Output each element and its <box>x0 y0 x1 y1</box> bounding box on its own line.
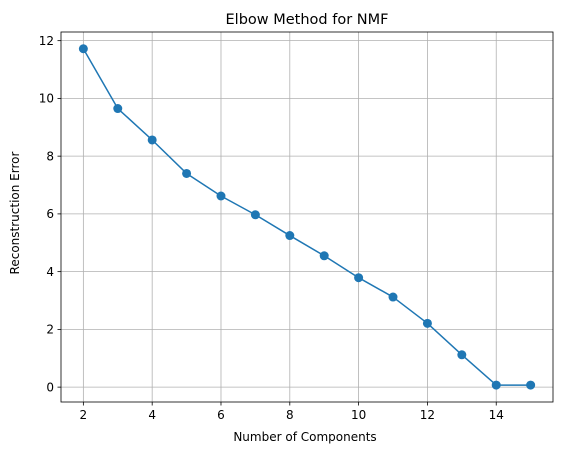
x-tick-label: 2 <box>80 408 88 422</box>
y-tick-label: 4 <box>46 265 54 279</box>
x-tick-label: 4 <box>148 408 156 422</box>
axis-ticks: 2 4 6 8 10 12 14 0 2 4 6 8 10 12 <box>39 34 504 422</box>
y-tick-label: 0 <box>46 380 54 394</box>
y-tick-label: 8 <box>46 149 54 163</box>
y-tick-label: 12 <box>39 34 54 48</box>
x-tick-label: 12 <box>420 408 435 422</box>
series-layer <box>78 44 536 390</box>
data-point <box>354 273 364 283</box>
data-point <box>319 251 329 261</box>
data-point <box>216 191 226 201</box>
x-tick-label: 10 <box>351 408 366 422</box>
data-point <box>388 292 398 302</box>
data-point <box>422 318 432 328</box>
grid-lines <box>61 32 553 402</box>
y-tick-label: 2 <box>46 323 54 337</box>
data-point <box>113 104 123 114</box>
x-tick-label: 8 <box>286 408 294 422</box>
data-point <box>526 380 536 390</box>
x-axis-label: Number of Components <box>233 430 376 444</box>
y-tick-label: 6 <box>46 207 54 221</box>
data-point <box>250 210 260 220</box>
data-point <box>491 380 501 390</box>
data-point <box>147 135 157 145</box>
data-point <box>457 350 467 360</box>
plot-frame <box>60 31 554 403</box>
series-line <box>82 48 531 386</box>
y-tick-label: 10 <box>39 92 54 106</box>
x-tick-label: 14 <box>489 408 504 422</box>
y-axis-label: Reconstruction Error <box>8 152 22 275</box>
data-point <box>78 44 88 54</box>
chart-title: Elbow Method for NMF <box>226 12 389 28</box>
data-point <box>182 168 192 178</box>
x-tick-label: 6 <box>217 408 225 422</box>
data-point <box>285 231 295 241</box>
